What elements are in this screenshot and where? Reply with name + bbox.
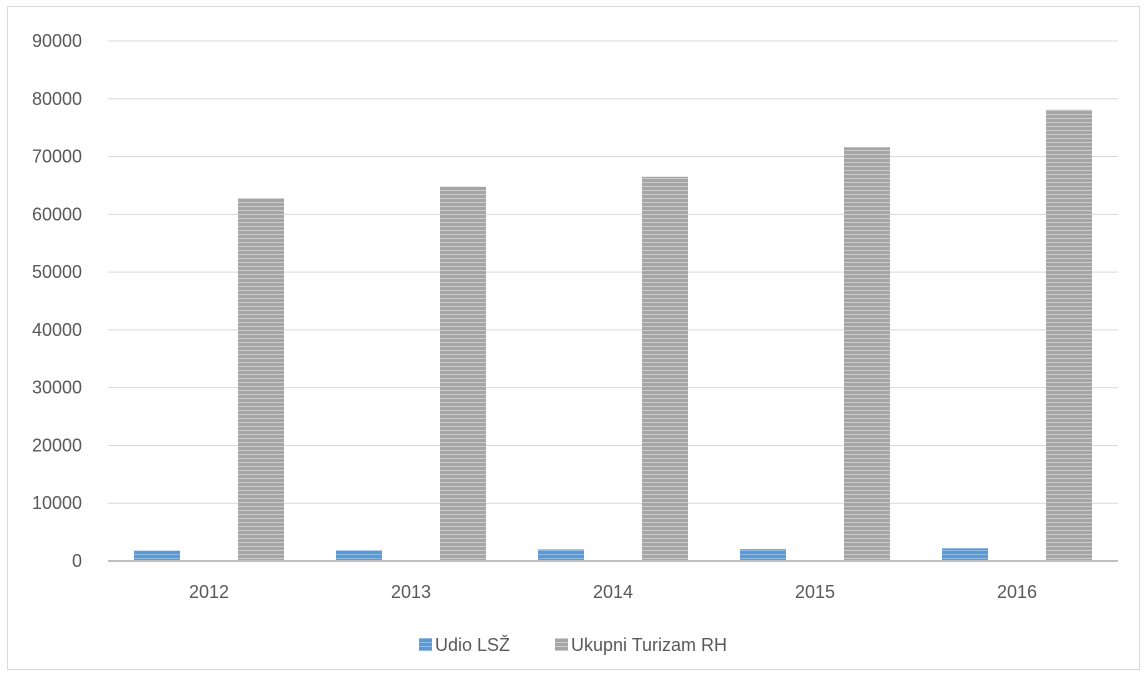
y-tick-label: 20000: [32, 435, 82, 455]
bar-ukupni-turizam-rh: [440, 186, 486, 561]
legend: Udio LSŽ Ukupni Turizam RH: [419, 635, 727, 655]
x-tick-label: 2015: [795, 582, 835, 602]
bar-udio-lsz: [336, 550, 382, 561]
bar-ukupni-turizam-rh: [1046, 109, 1092, 561]
x-tick-label: 2016: [997, 582, 1037, 602]
bars: [134, 109, 1092, 562]
y-tick-label: 90000: [32, 31, 82, 51]
legend-item-udio-lsz: Udio LSŽ: [419, 635, 510, 655]
legend-swatch: [419, 638, 432, 651]
legend-item-ukupni-turizam-rh: Ukupni Turizam RH: [555, 635, 727, 655]
bar-udio-lsz: [740, 549, 786, 561]
x-axis-ticks: 2012 2013 2014 2015 2016: [189, 582, 1037, 602]
legend-label: Ukupni Turizam RH: [571, 635, 727, 655]
legend-label: Udio LSŽ: [435, 635, 510, 655]
x-tick-label: 2014: [593, 582, 633, 602]
y-tick-label: 60000: [32, 204, 82, 224]
legend-swatch: [555, 638, 568, 651]
y-tick-label: 70000: [32, 147, 82, 167]
bar-udio-lsz: [134, 550, 180, 561]
x-tick-label: 2013: [391, 582, 431, 602]
bar-ukupni-turizam-rh: [642, 176, 688, 561]
y-tick-label: 40000: [32, 320, 82, 340]
x-tick-label: 2012: [189, 582, 229, 602]
y-tick-label: 80000: [32, 89, 82, 109]
y-axis-ticks: 0 10000 20000 30000 40000 50000 60000 70000 8000…: [32, 31, 82, 571]
y-tick-label: 30000: [32, 378, 82, 398]
bar-udio-lsz: [942, 548, 988, 561]
y-tick-label: 50000: [32, 262, 82, 282]
bar-ukupni-turizam-rh: [844, 147, 890, 562]
y-tick-label: 0: [72, 551, 82, 571]
bar-udio-lsz: [538, 549, 584, 561]
y-tick-label: 10000: [32, 493, 82, 513]
bar-ukupni-turizam-rh: [238, 198, 284, 561]
